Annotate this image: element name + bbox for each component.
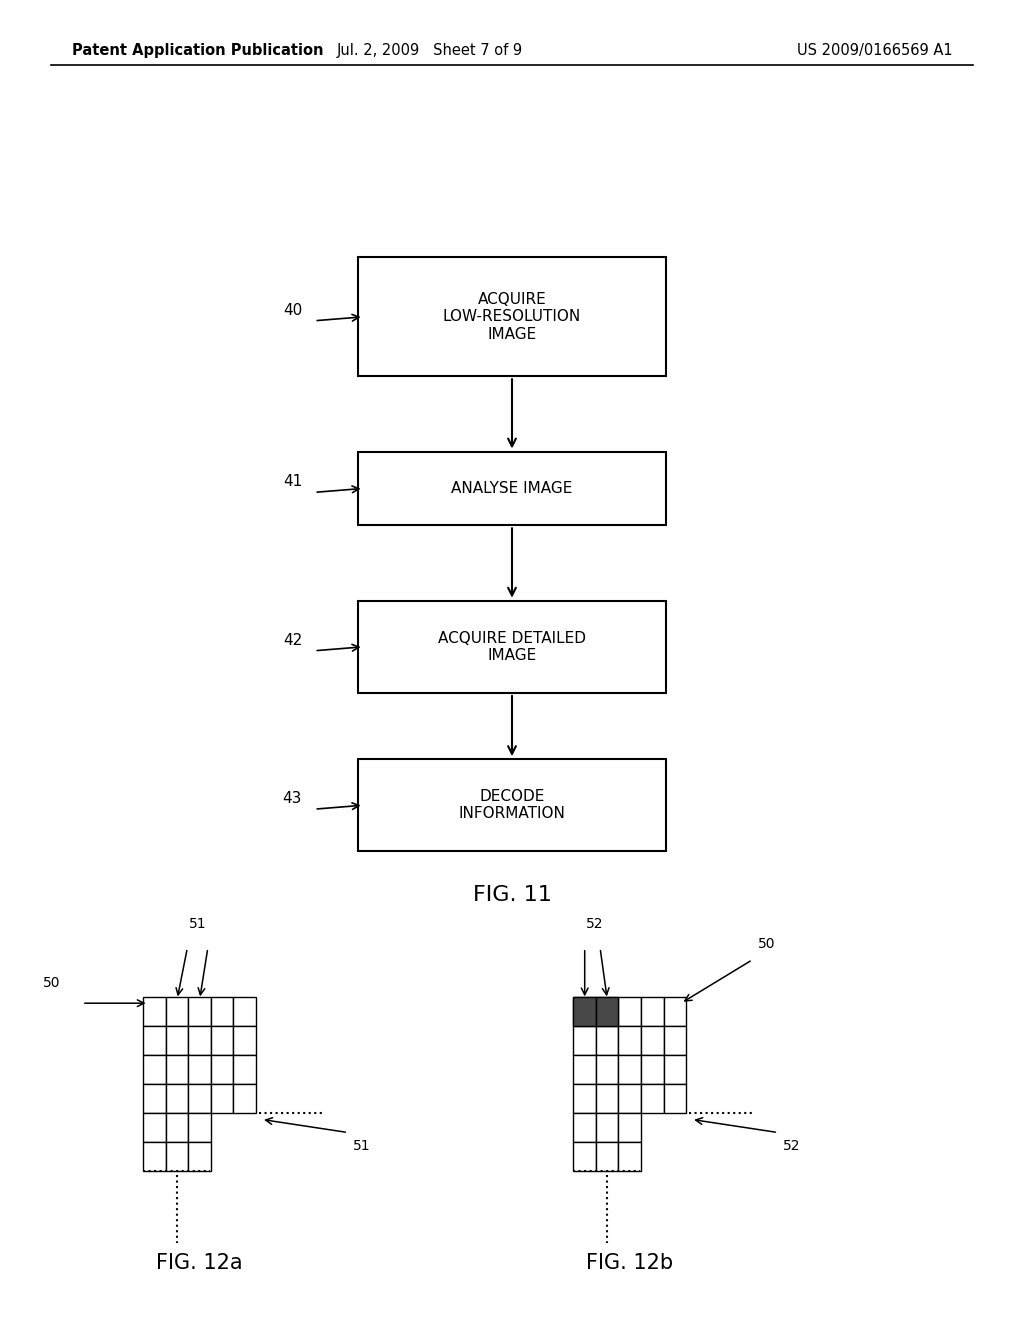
Text: 51: 51 <box>188 917 207 931</box>
Text: FIG. 12b: FIG. 12b <box>586 1253 674 1274</box>
Bar <box>358 451 666 524</box>
Bar <box>166 1113 188 1142</box>
Text: 52: 52 <box>586 917 604 931</box>
Bar <box>596 1113 618 1142</box>
Bar <box>188 1142 211 1171</box>
Bar <box>143 1084 166 1113</box>
Bar <box>618 1055 641 1084</box>
Text: FIG. 11: FIG. 11 <box>472 884 552 906</box>
Bar <box>166 1055 188 1084</box>
Bar <box>573 997 596 1026</box>
Bar <box>188 997 211 1026</box>
Bar <box>618 1113 641 1142</box>
Bar <box>211 1055 233 1084</box>
Bar <box>618 1142 641 1171</box>
Bar <box>166 997 188 1026</box>
Bar <box>143 1026 166 1055</box>
Text: DECODE
INFORMATION: DECODE INFORMATION <box>459 789 565 821</box>
Bar <box>143 1113 166 1142</box>
Bar <box>358 759 666 851</box>
Bar <box>618 1026 641 1055</box>
Bar <box>573 1142 596 1171</box>
Bar <box>618 1084 641 1113</box>
Bar <box>166 1026 188 1055</box>
Bar <box>641 997 664 1026</box>
Text: ANALYSE IMAGE: ANALYSE IMAGE <box>452 480 572 496</box>
Bar <box>573 1113 596 1142</box>
Bar <box>573 1026 596 1055</box>
Bar <box>641 1026 664 1055</box>
Bar <box>188 1113 211 1142</box>
Bar <box>166 1142 188 1171</box>
Bar <box>233 1084 256 1113</box>
Bar <box>358 601 666 693</box>
Bar <box>596 1026 618 1055</box>
Bar <box>596 997 618 1026</box>
Bar <box>664 1084 686 1113</box>
Text: 50: 50 <box>758 937 775 950</box>
Text: 40: 40 <box>283 302 302 318</box>
Bar <box>596 1084 618 1113</box>
Text: US 2009/0166569 A1: US 2009/0166569 A1 <box>797 42 952 58</box>
Text: 52: 52 <box>783 1139 801 1152</box>
Bar <box>596 997 618 1026</box>
Bar <box>211 1084 233 1113</box>
Bar <box>664 1026 686 1055</box>
Text: Jul. 2, 2009   Sheet 7 of 9: Jul. 2, 2009 Sheet 7 of 9 <box>337 42 523 58</box>
Text: ACQUIRE
LOW-RESOLUTION
IMAGE: ACQUIRE LOW-RESOLUTION IMAGE <box>442 292 582 342</box>
Bar <box>641 1055 664 1084</box>
Bar <box>143 1055 166 1084</box>
Bar <box>664 997 686 1026</box>
Text: Patent Application Publication: Patent Application Publication <box>72 42 324 58</box>
Bar <box>233 997 256 1026</box>
Bar <box>233 1026 256 1055</box>
Bar <box>358 257 666 376</box>
Text: 50: 50 <box>42 977 60 990</box>
Text: 43: 43 <box>283 791 302 807</box>
Text: 42: 42 <box>283 632 302 648</box>
Bar <box>596 1055 618 1084</box>
Bar <box>188 1084 211 1113</box>
Text: ACQUIRE DETAILED
IMAGE: ACQUIRE DETAILED IMAGE <box>438 631 586 663</box>
Bar <box>233 1055 256 1084</box>
Bar <box>573 1084 596 1113</box>
Bar <box>573 997 596 1026</box>
Bar <box>618 997 641 1026</box>
Bar <box>641 1084 664 1113</box>
Text: 51: 51 <box>353 1139 371 1152</box>
Bar <box>143 997 166 1026</box>
Bar <box>573 1055 596 1084</box>
Bar <box>211 997 233 1026</box>
Text: 41: 41 <box>283 474 302 490</box>
Bar <box>166 1084 188 1113</box>
Bar <box>596 1142 618 1171</box>
Bar <box>211 1026 233 1055</box>
Bar <box>664 1055 686 1084</box>
Bar <box>188 1026 211 1055</box>
Bar <box>188 1055 211 1084</box>
Text: FIG. 12a: FIG. 12a <box>157 1253 243 1274</box>
Bar <box>143 1142 166 1171</box>
